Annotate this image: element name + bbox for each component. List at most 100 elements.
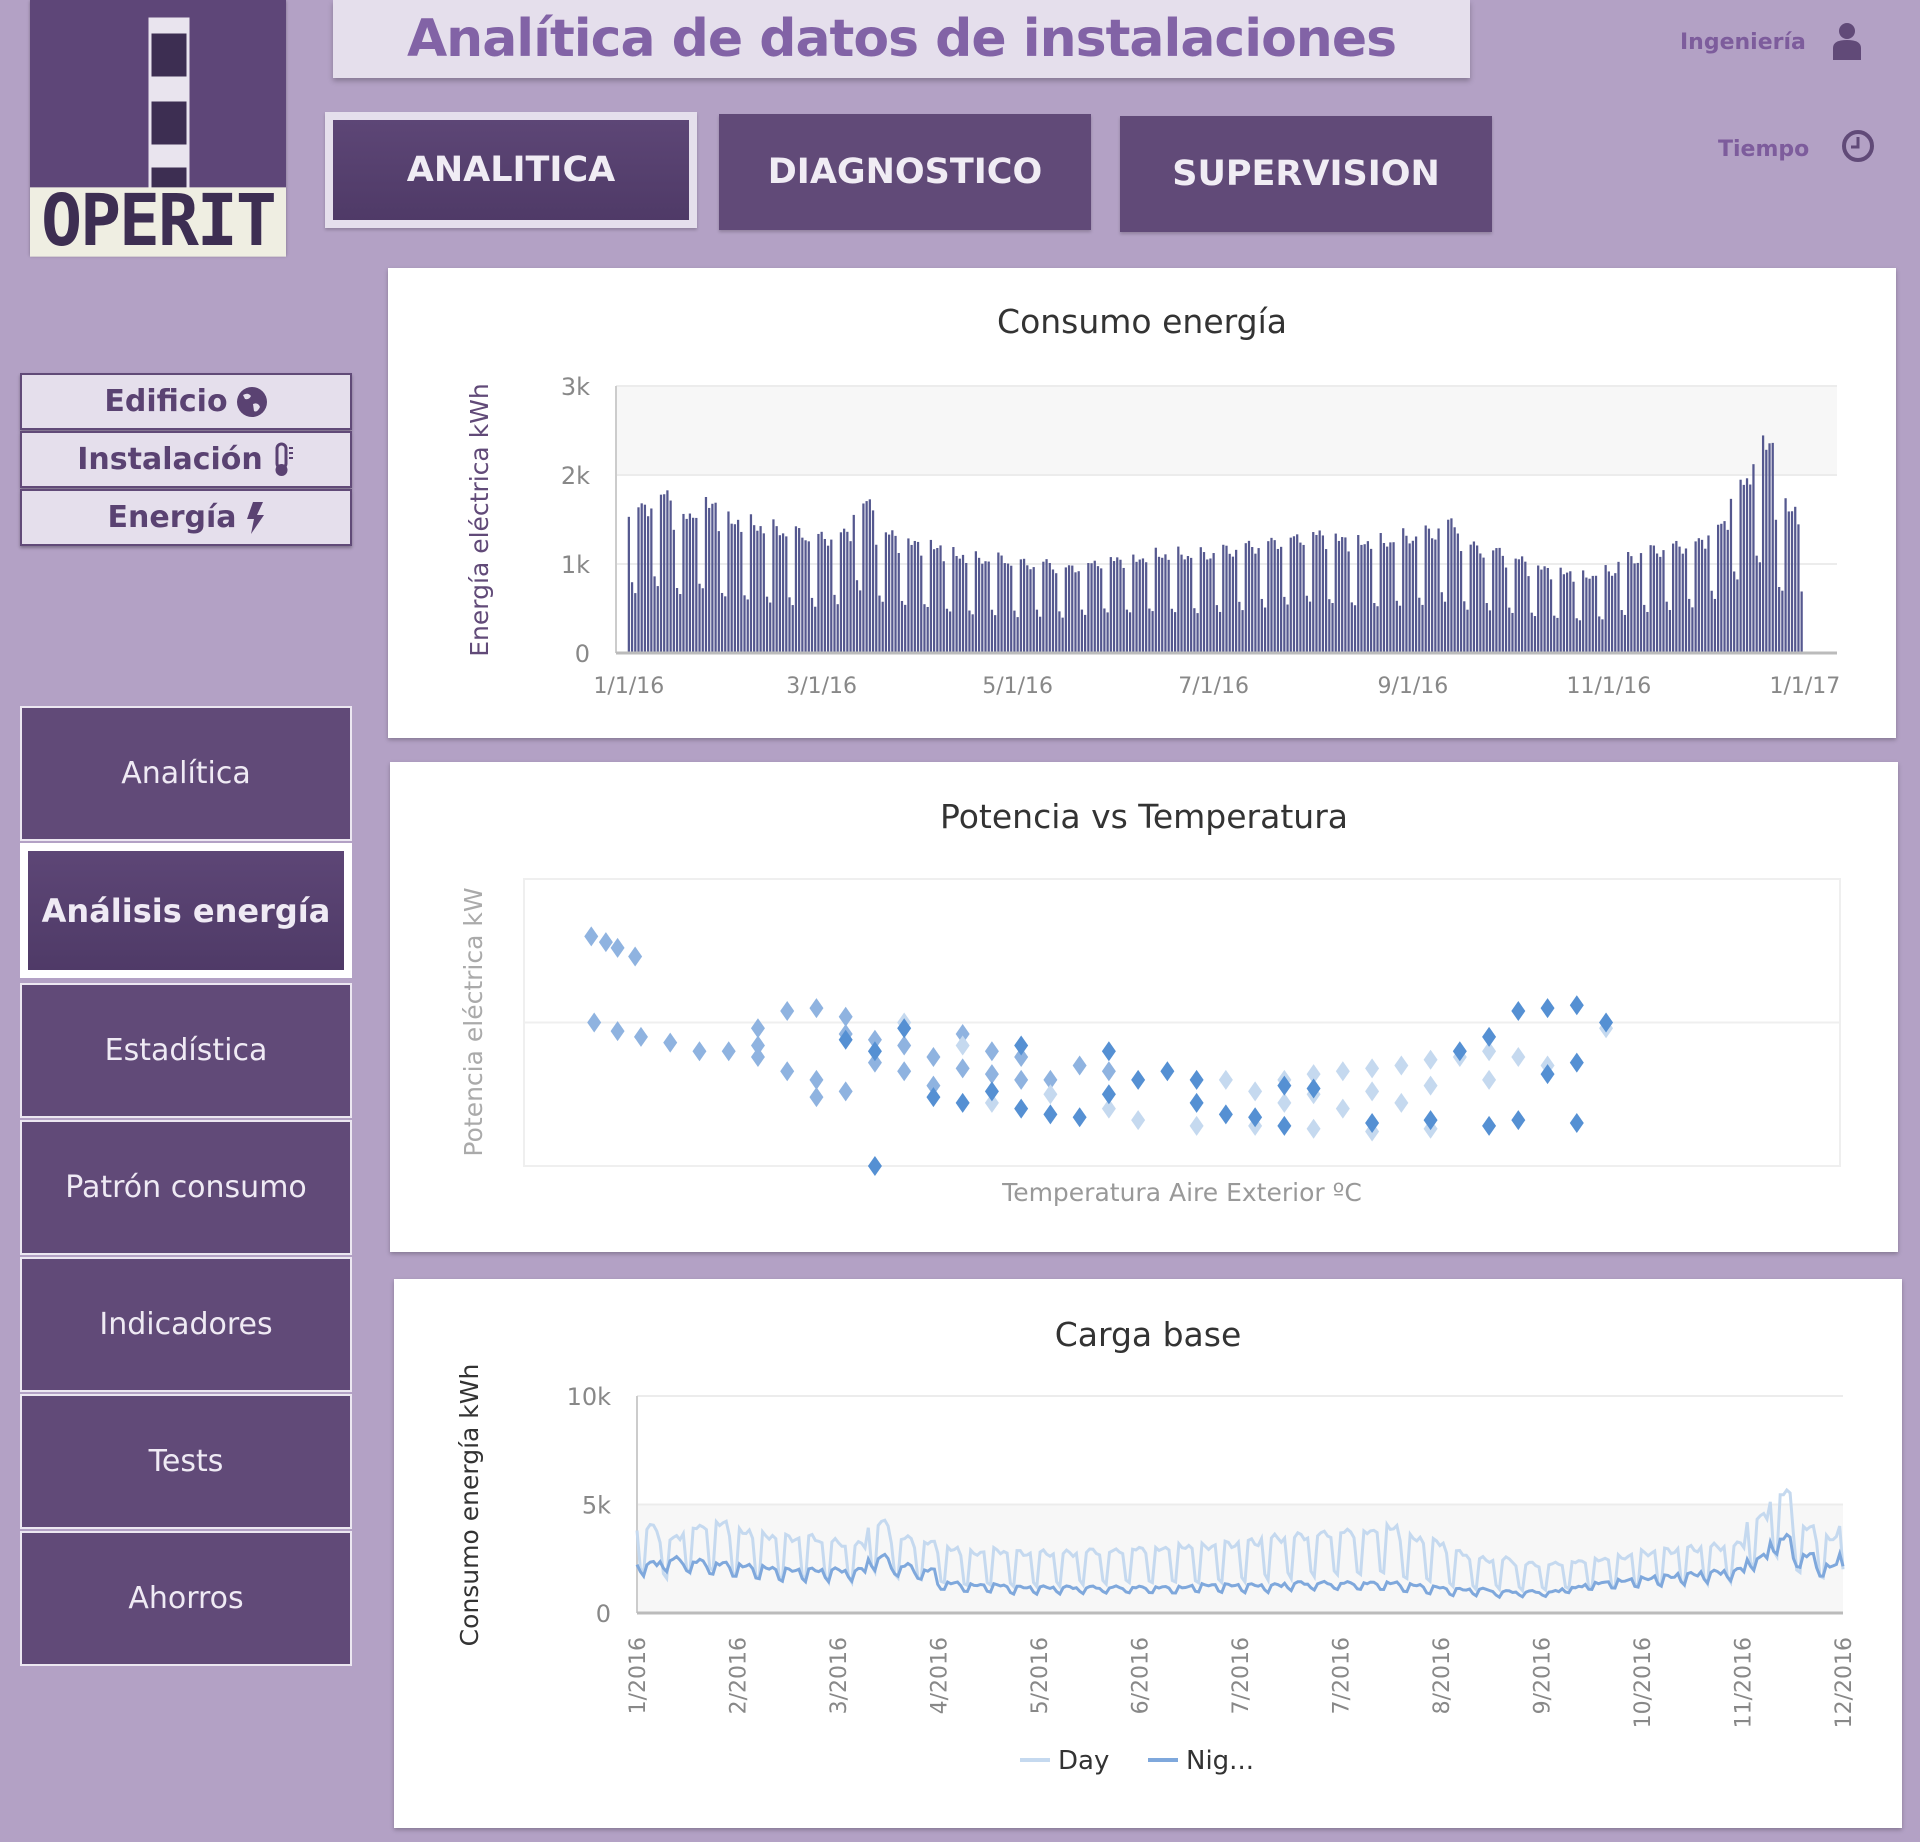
tab-supervision[interactable]: SUPERVISION <box>1120 116 1492 232</box>
nav-ahorros[interactable]: Ahorros <box>20 1531 352 1666</box>
scatter-point <box>1423 1110 1438 1131</box>
scatter-point <box>750 1035 765 1056</box>
chart-title: Potencia vs Temperatura <box>940 797 1348 836</box>
scatter-point <box>984 1092 999 1113</box>
tab-analitica[interactable]: ANALITICA <box>325 112 697 228</box>
scatter-point <box>1306 1078 1321 1099</box>
bar <box>1235 549 1238 653</box>
clock-icon[interactable] <box>1841 129 1875 163</box>
bar <box>1537 565 1540 653</box>
bar <box>1601 619 1604 653</box>
bar <box>1511 612 1514 653</box>
x-axis-label: Temperatura Aire Exterior ºC <box>1001 1178 1362 1207</box>
bar <box>907 538 910 653</box>
bar <box>1386 546 1389 653</box>
context-energia-button[interactable]: Energía <box>20 489 352 546</box>
bar <box>1517 559 1521 653</box>
bar <box>1238 601 1241 653</box>
scatter-point <box>1511 1110 1526 1131</box>
bar <box>833 594 836 653</box>
bar <box>1431 538 1434 653</box>
bar <box>1026 565 1029 653</box>
bar <box>1241 610 1244 653</box>
bar <box>961 554 965 653</box>
bar <box>1148 608 1151 653</box>
scatter-point <box>1365 1058 1380 1079</box>
bar <box>1691 607 1694 653</box>
bar <box>1296 534 1299 653</box>
bar <box>904 604 907 653</box>
bar <box>1016 617 1019 653</box>
bar <box>1379 533 1382 653</box>
scatter-point <box>1394 1055 1409 1076</box>
bar <box>1366 541 1370 653</box>
bar <box>1610 575 1614 653</box>
bar <box>1787 511 1790 653</box>
bar <box>1353 605 1357 653</box>
scatter-point <box>750 1046 765 1067</box>
scatter-point <box>1131 1110 1146 1131</box>
bar <box>1729 498 1733 653</box>
scatter-point <box>1365 1112 1380 1133</box>
bar <box>1389 542 1392 653</box>
y-axis-label: Potencia eléctrica kW <box>459 887 488 1156</box>
bar <box>1244 543 1247 653</box>
bar <box>733 524 737 653</box>
bar <box>1694 541 1697 653</box>
bar <box>1267 541 1270 653</box>
base-load-chart-card: Carga base Consumo energía kWh 0 5k 10k 1/2… <box>394 1279 1902 1828</box>
x-tick-label: 7/2016 <box>1229 1637 1254 1714</box>
bar <box>1392 542 1395 653</box>
scatter-point <box>1423 1049 1438 1070</box>
bar <box>1373 603 1376 653</box>
user-role-label[interactable]: Ingeniería <box>1680 30 1806 55</box>
bar <box>1665 601 1668 653</box>
context-instalacion-button[interactable]: Instalación <box>20 431 352 488</box>
x-tick-label: 4/2016 <box>928 1637 953 1714</box>
bar <box>1199 547 1202 653</box>
bar <box>817 533 820 653</box>
scatter-point <box>692 1041 707 1062</box>
bar <box>1582 570 1585 653</box>
nav-indicadores[interactable]: Indicadores <box>20 1257 352 1392</box>
scatter-point <box>721 1041 736 1062</box>
bar <box>1726 529 1729 653</box>
bar <box>1797 524 1800 653</box>
bar <box>1112 561 1116 653</box>
scatter-point <box>1218 1069 1233 1090</box>
bar <box>871 510 875 653</box>
bar <box>1247 540 1251 653</box>
bar <box>1697 538 1700 653</box>
power-vs-temperature-chart-card: Potencia vs Temperatura Potencia eléctri… <box>390 762 1898 1252</box>
scatter-point <box>633 1026 648 1047</box>
user-icon[interactable] <box>1832 22 1862 60</box>
bar <box>791 605 794 653</box>
scatter-point <box>838 1081 853 1102</box>
scatter-point <box>1540 998 1555 1019</box>
bar <box>691 517 695 653</box>
bar <box>1357 535 1360 653</box>
scatter-point <box>838 1006 853 1027</box>
bar <box>1463 601 1466 653</box>
nav-analitica[interactable]: Analítica <box>20 706 352 841</box>
bar <box>891 530 894 653</box>
nav-analisis-energia[interactable]: Análisis energía <box>20 843 352 978</box>
nav-tests[interactable]: Tests <box>20 1394 352 1529</box>
thermometer-icon <box>275 442 293 476</box>
scatter-point <box>1043 1084 1058 1105</box>
nav-estadistica[interactable]: Estadística <box>20 983 352 1118</box>
scatter-point <box>1277 1115 1292 1136</box>
tab-diagnostico[interactable]: DIAGNOSTICO <box>719 114 1091 230</box>
operit-logo[interactable]: OPERIT <box>30 0 286 257</box>
nav-patron-consumo[interactable]: Patrón consumo <box>20 1120 352 1255</box>
scatter-point <box>1511 1046 1526 1067</box>
bar <box>865 501 868 653</box>
time-label[interactable]: Tiempo <box>1718 137 1810 162</box>
y-axis-label: Consumo energía kWh <box>455 1364 484 1647</box>
bar <box>1100 568 1103 653</box>
bar <box>1778 586 1781 653</box>
x-tick-label: 10/2016 <box>1631 1637 1656 1728</box>
scatter-point <box>1511 1001 1526 1022</box>
scatter-point <box>1394 1092 1409 1113</box>
context-edificio-button[interactable]: Edificio <box>20 373 352 430</box>
